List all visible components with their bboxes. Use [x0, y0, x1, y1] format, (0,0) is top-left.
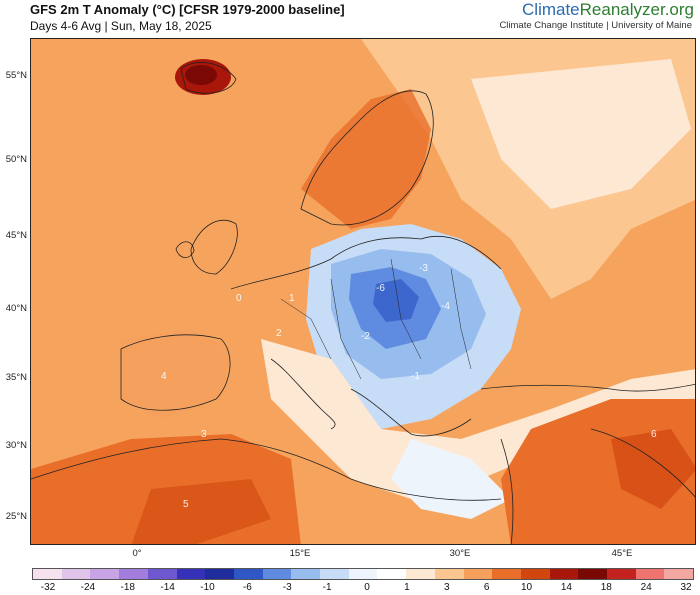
coast-iceland — [180, 62, 237, 94]
colorbar-label: 10 — [520, 582, 533, 593]
lat-label-35n: 35°N — [5, 372, 27, 383]
coast-ireland — [175, 241, 195, 258]
anomaly-label: -4 — [441, 301, 450, 312]
colorbar-swatch — [262, 569, 292, 579]
coast-levant — [500, 438, 514, 544]
colorbar-label: -14 — [160, 582, 175, 593]
temperature-anomaly-map[interactable]: -6 -4 -3 -2 -1 0 1 2 3 4 5 6 — [30, 38, 696, 545]
coast-caspian — [590, 428, 695, 498]
lat-label-55n: 55°N — [5, 70, 27, 81]
coast-north-africa — [31, 438, 502, 501]
colorbar-label: -10 — [200, 582, 215, 593]
country-borders — [280, 258, 472, 380]
colorbar-label: -24 — [80, 582, 96, 593]
colorbar-swatch — [33, 569, 62, 579]
colorbar-swatch — [147, 569, 177, 579]
anomaly-label: -6 — [376, 283, 385, 294]
colorbar-swatch — [578, 569, 608, 579]
colorbar-label: -18 — [120, 582, 135, 593]
brand-reanalyzer: Reanalyzer — [579, 0, 665, 19]
lon-label-45e: 45°E — [611, 548, 633, 559]
colorbar-swatch — [348, 569, 378, 579]
anomaly-label: 3 — [201, 429, 207, 440]
lon-label-0: 0° — [132, 548, 142, 559]
lat-label-25n: 25°N — [5, 511, 27, 522]
coast-north-europe — [230, 235, 502, 290]
coast-britain — [190, 219, 238, 275]
colorbar-swatch — [664, 569, 694, 579]
colorbar-label: 14 — [560, 582, 572, 593]
colorbar-swatch — [434, 569, 464, 579]
anomaly-label: -2 — [361, 331, 370, 342]
lon-label-15e: 15°E — [289, 548, 311, 559]
colorbar-swatch — [233, 569, 263, 579]
colorbar — [32, 568, 694, 580]
brand-logo[interactable]: ClimateReanalyzer.org — [522, 0, 694, 20]
anomaly-label: 2 — [276, 328, 282, 339]
colorbar-label: -32 — [40, 582, 56, 593]
colorbar-swatch — [90, 569, 120, 579]
coast-iberia — [120, 334, 231, 411]
lat-label-50n: 50°N — [5, 154, 27, 165]
colorbar-label: 32 — [680, 582, 692, 593]
colorbar-label: 0 — [364, 582, 370, 593]
brand-climate: Climate — [522, 0, 580, 19]
colorbar-label: 1 — [404, 582, 410, 593]
brand-subtitle: Climate Change Institute | University of… — [499, 20, 692, 31]
colorbar-label: 18 — [600, 582, 612, 593]
colorbar-label: -6 — [242, 582, 252, 593]
lat-label-30n: 30°N — [5, 440, 27, 451]
brand-org: .org — [664, 0, 694, 19]
coast-balkans — [350, 388, 472, 437]
colorbar-label: 6 — [483, 582, 490, 593]
colorbar-swatch — [205, 569, 234, 579]
colorbar-swatch — [291, 569, 321, 579]
colorbar-swatch — [176, 569, 206, 579]
coast-italy — [270, 358, 336, 430]
colorbar-swatch — [320, 569, 349, 579]
colorbar-label: -3 — [282, 582, 292, 593]
colorbar-label: -1 — [322, 582, 332, 593]
colorbar-swatch — [119, 569, 148, 579]
colorbar-label: 3 — [443, 582, 450, 593]
anomaly-label: -1 — [411, 371, 420, 382]
map-canvas: -6 -4 -3 -2 -1 0 1 2 3 4 5 6 — [31, 39, 695, 544]
colorbar-swatch — [492, 569, 521, 579]
colorbar-swatch — [406, 569, 435, 579]
colorbar-label: 24 — [640, 582, 652, 593]
contour-labels: -6 -4 -3 -2 -1 0 1 2 3 4 5 6 — [161, 263, 657, 510]
colorbar-swatch — [520, 569, 550, 579]
colorbar-swatch — [61, 569, 91, 579]
colorbar-swatch — [607, 569, 636, 579]
coast-black-sea — [480, 383, 695, 392]
lat-label-40n: 40°N — [5, 303, 27, 314]
lon-label-30e: 30°E — [449, 548, 471, 559]
anomaly-label: 0 — [236, 293, 242, 304]
colorbar-swatch — [635, 569, 665, 579]
colorbar-swatch — [377, 569, 407, 579]
anomaly-label: 5 — [183, 499, 189, 510]
anomaly-label: -3 — [419, 263, 428, 274]
header: GFS 2m T Anomaly (°C) [CFSR 1979-2000 ba… — [0, 0, 700, 38]
lat-label-45n: 45°N — [5, 230, 27, 241]
coast-scandinavia — [300, 90, 434, 226]
anomaly-label: 6 — [651, 429, 657, 440]
map-title: GFS 2m T Anomaly (°C) [CFSR 1979-2000 ba… — [30, 2, 345, 17]
anomaly-label: 4 — [161, 371, 167, 382]
colorbar-swatch — [463, 569, 493, 579]
anomaly-label: 1 — [289, 293, 295, 304]
map-subtitle: Days 4-6 Avg | Sun, May 18, 2025 — [30, 19, 212, 33]
colorbar-swatch — [549, 569, 579, 579]
